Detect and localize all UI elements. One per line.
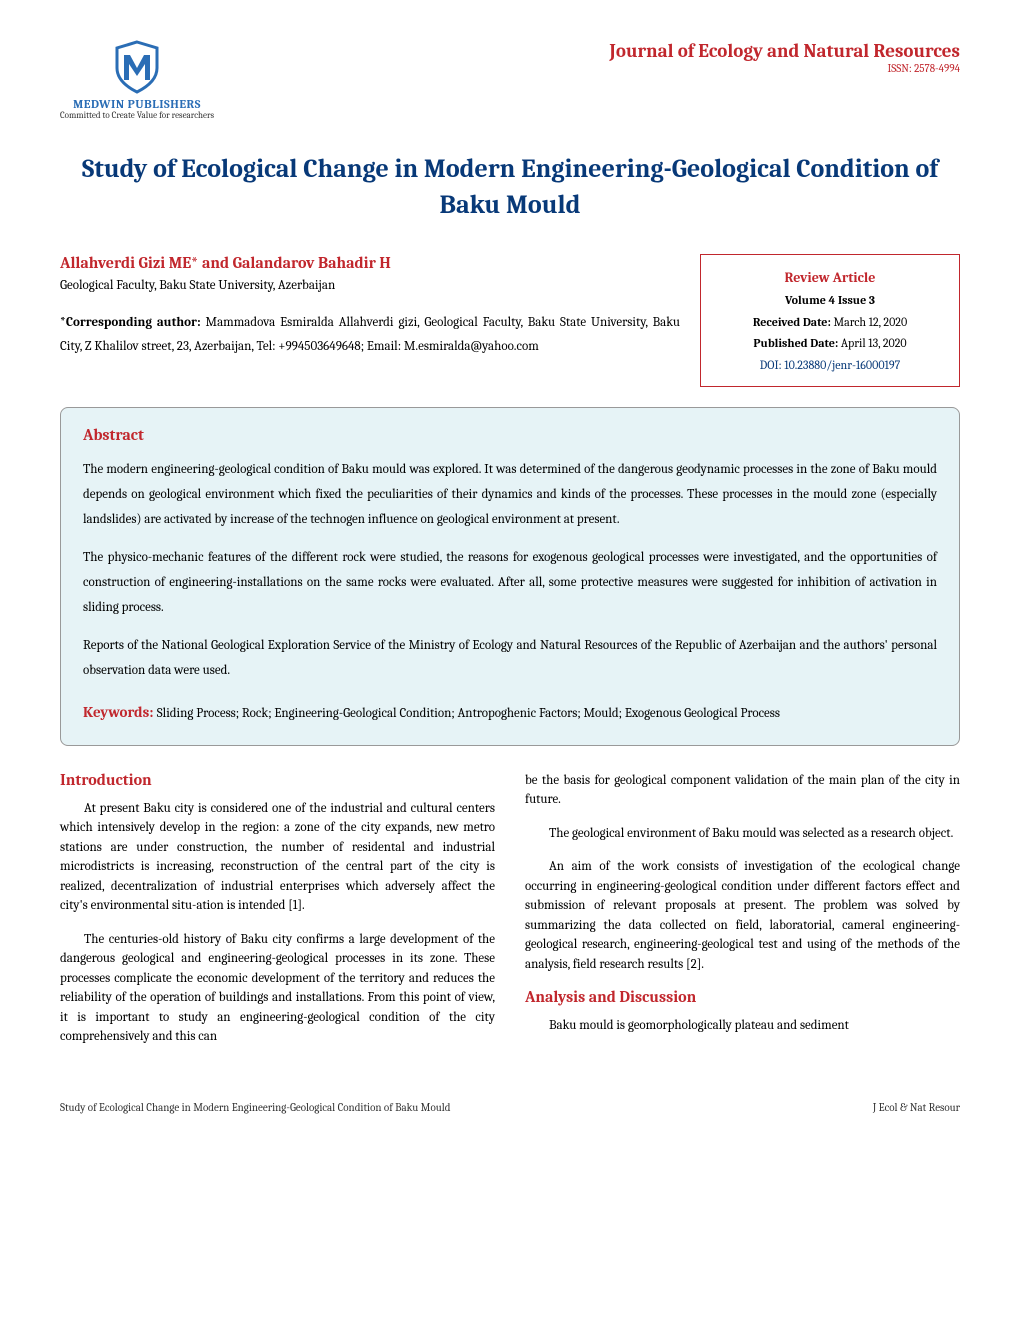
authors-block: Allahverdi Gizi ME* and Galandarov Bahad… bbox=[60, 254, 700, 360]
col2-para-1: be the basis for geological component va… bbox=[525, 771, 960, 810]
abstract-para-2: The physico-mechanic features of the dif… bbox=[83, 546, 937, 620]
journal-info: Journal of Ecology and Natural Resources… bbox=[609, 40, 960, 75]
introduction-heading: Introduction bbox=[60, 771, 495, 789]
published-label: Published Date: bbox=[753, 336, 840, 350]
published-date-row: Published Date: April 13, 2020 bbox=[715, 333, 945, 355]
article-meta-row: Allahverdi Gizi ME* and Galandarov Bahad… bbox=[60, 254, 960, 388]
abstract-heading: Abstract bbox=[83, 426, 937, 444]
article-title: Study of Ecological Change in Modern Eng… bbox=[60, 151, 960, 224]
keywords-row: Keywords: Sliding Process; Rock; Enginee… bbox=[83, 698, 937, 727]
keywords-label: Keywords: bbox=[83, 703, 157, 721]
left-column: Introduction At present Baku city is con… bbox=[60, 771, 495, 1061]
keywords-text: Sliding Process; Rock; Engineering-Geolo… bbox=[157, 706, 780, 721]
publisher-shield-icon bbox=[112, 40, 162, 95]
doi-link[interactable]: DOI: 10.23880/jenr-16000197 bbox=[715, 355, 945, 377]
corresponding-label: *Corresponding author: bbox=[60, 315, 201, 330]
published-date: April 13, 2020 bbox=[841, 336, 907, 350]
page-footer: Study of Ecological Change in Modern Eng… bbox=[60, 1101, 960, 1114]
right-column: be the basis for geological component va… bbox=[525, 771, 960, 1061]
intro-para-2: The centuries-old history of Baku city c… bbox=[60, 930, 495, 1047]
col2-para-2: The geological environment of Baku mould… bbox=[525, 824, 960, 844]
footer-left: Study of Ecological Change in Modern Eng… bbox=[60, 1101, 450, 1114]
volume-issue: Volume 4 Issue 3 bbox=[715, 290, 945, 312]
publisher-name: MEDWIN PUBLISHERS bbox=[73, 97, 201, 111]
footer-right: J Ecol & Nat Resour bbox=[873, 1101, 960, 1114]
abstract-box: Abstract The modern engineering-geologic… bbox=[60, 407, 960, 745]
col2-para-3: An aim of the work consists of investiga… bbox=[525, 857, 960, 974]
journal-issn: ISSN: 2578-4994 bbox=[609, 62, 960, 75]
publisher-tagline: Committed to Create Value for researcher… bbox=[60, 111, 214, 121]
authors: Allahverdi Gizi ME* and Galandarov Bahad… bbox=[60, 254, 680, 272]
article-info-box: Review Article Volume 4 Issue 3 Received… bbox=[700, 254, 960, 388]
analysis-heading: Analysis and Discussion bbox=[525, 988, 960, 1006]
abstract-para-3: Reports of the National Geological Explo… bbox=[83, 634, 937, 683]
corresponding-author: *Corresponding author: Mammadova Esmiral… bbox=[60, 311, 680, 360]
body-columns: Introduction At present Baku city is con… bbox=[60, 771, 960, 1061]
abstract-para-1: The modern engineering-geological condit… bbox=[83, 458, 937, 532]
journal-title: Journal of Ecology and Natural Resources bbox=[609, 40, 960, 62]
affiliation: Geological Faculty, Baku State Universit… bbox=[60, 278, 680, 293]
publisher-logo-block: MEDWIN PUBLISHERS Committed to Create Va… bbox=[60, 40, 214, 121]
page-header: MEDWIN PUBLISHERS Committed to Create Va… bbox=[60, 40, 960, 121]
received-date: March 12, 2020 bbox=[833, 315, 907, 329]
received-date-row: Received Date: March 12, 2020 bbox=[715, 312, 945, 334]
intro-para-1: At present Baku city is considered one o… bbox=[60, 799, 495, 916]
analysis-para-1: Baku mould is geomorphologically plateau… bbox=[525, 1016, 960, 1036]
article-type-label: Review Article bbox=[715, 265, 945, 290]
received-label: Received Date: bbox=[753, 315, 834, 329]
